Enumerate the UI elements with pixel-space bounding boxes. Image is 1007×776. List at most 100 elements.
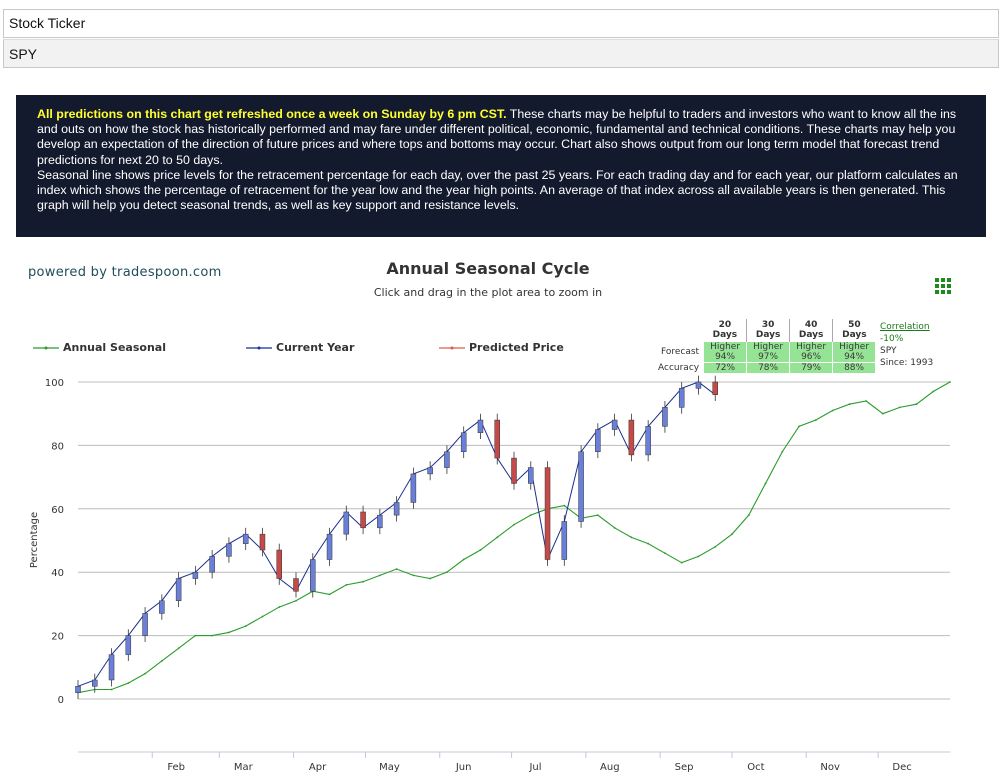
seasonal-point: [412, 574, 415, 577]
seasonal-point: [647, 542, 650, 545]
fc-accuracy-label: Accuracy: [658, 363, 700, 373]
seasonal-point: [395, 568, 398, 570]
seasonal-point: [194, 634, 197, 637]
banner-text-1: These charts may be helpful to traders a…: [37, 107, 957, 167]
candle-body: [477, 419, 484, 433]
seasonal-point: [596, 514, 599, 517]
seasonal-point: [764, 482, 767, 485]
seasonal-point: [664, 552, 666, 555]
fc-header-40: 40 Days: [789, 319, 834, 342]
seasonal-series: [77, 381, 951, 694]
x-tick-label: Oct: [747, 762, 764, 773]
candle-body: [511, 457, 517, 484]
seasonal-point: [211, 634, 214, 637]
x-tick-label: Nov: [820, 762, 840, 773]
fc-accuracy-20: 72%: [703, 362, 748, 374]
seasonal-point: [244, 625, 247, 627]
x-tick-label: Feb: [167, 762, 185, 773]
candle-body: [712, 381, 718, 395]
seasonal-point: [697, 555, 700, 558]
fc-accuracy-30: 78%: [746, 362, 791, 374]
candle-body: [175, 578, 182, 601]
candle-body: [310, 559, 316, 592]
seasonal-point: [295, 599, 297, 602]
candle-body: [544, 467, 551, 560]
seasonal-point: [228, 631, 230, 634]
ticker-input[interactable]: [3, 39, 999, 68]
candle-body: [159, 600, 165, 614]
banner-text-2: Seasonal line shows price levels for the…: [37, 167, 958, 213]
seasonal-point: [798, 425, 800, 428]
y-tick-label: 60: [51, 505, 64, 516]
x-tick-label: Jun: [455, 762, 472, 773]
seasonal-point: [529, 514, 532, 517]
candle-body: [628, 419, 635, 456]
correlation-value: -10%: [880, 334, 904, 344]
candle-body: [125, 635, 132, 655]
powered-by-link[interactable]: powered by tradespoon.com: [28, 265, 222, 280]
x-tick-label: Dec: [892, 762, 911, 773]
info-banner: All predictions on this chart get refres…: [16, 95, 986, 237]
seasonal-point: [496, 536, 499, 539]
fc-forecast-30: Higher 97%: [746, 341, 791, 363]
legend-predicted-label: Predicted Price: [469, 341, 564, 354]
candle-body: [578, 451, 584, 522]
seasonal-point: [278, 606, 281, 608]
candle-body: [209, 556, 215, 573]
candle-body: [108, 654, 115, 681]
chart-menu-grid-icon[interactable]: [935, 278, 951, 294]
legend-current-label: Current Year: [276, 341, 355, 354]
chart-subtitle: Click and drag in the plot area to zoom …: [373, 286, 603, 299]
seasonal-point: [362, 580, 364, 583]
candle-body: [360, 511, 366, 529]
candle-body: [259, 533, 266, 551]
seasonal-point: [378, 574, 381, 577]
current-year-series: [75, 375, 718, 699]
banner-highlight: All predictions on this chart get refres…: [37, 107, 507, 121]
correlation-link[interactable]: Correlation: [880, 322, 930, 332]
legend-current-year[interactable]: Current Year: [246, 341, 354, 354]
seasonal-point: [462, 558, 465, 561]
candle-body: [494, 419, 500, 459]
y-tick-label: 0: [58, 695, 64, 706]
fc-forecast-label: Forecast: [661, 347, 700, 357]
seasonal-point: [848, 403, 851, 406]
forecast-table: 20 Days 30 Days 40 Days 50 Days Forecast…: [656, 319, 877, 374]
candle-body: [678, 388, 685, 408]
seasonal-point: [731, 533, 733, 536]
candle-body: [595, 429, 601, 452]
candle-body: [242, 533, 249, 544]
candle-body: [611, 419, 618, 430]
legend-seasonal-line-icon: [33, 346, 59, 350]
fc-forecast-20: Higher 94%: [703, 341, 748, 363]
candle-body: [75, 686, 81, 693]
x-tick-label: May: [379, 762, 400, 773]
correlation-since: Since: 1993: [880, 358, 934, 368]
seasonal-point: [429, 577, 432, 580]
x-tick-label: Sep: [675, 762, 694, 773]
seasonal-point: [345, 583, 348, 586]
correlation-box: Correlation -10% SPY Since: 1993: [880, 321, 933, 369]
legend-predicted-price[interactable]: Predicted Price: [439, 341, 564, 354]
y-axis-label: Percentage: [29, 512, 40, 568]
y-tick-label: 20: [51, 632, 64, 643]
seasonal-point: [110, 688, 113, 691]
candle-body: [695, 381, 702, 389]
legend-seasonal-label: Annual Seasonal: [63, 341, 166, 354]
seasonal-point: [328, 593, 331, 596]
y-tick-label: 100: [45, 378, 64, 389]
seasonal-point: [781, 450, 784, 453]
candle-body: [326, 533, 333, 560]
legend-predicted-line-icon: [439, 346, 465, 350]
candle-body: [393, 502, 400, 516]
candle-body: [192, 571, 199, 579]
seasonal-point: [882, 412, 884, 415]
x-tick-label: Mar: [234, 762, 254, 773]
legend-annual-seasonal[interactable]: Annual Seasonal: [33, 341, 166, 354]
candle-body: [92, 679, 98, 687]
seasonal-point: [613, 526, 616, 529]
seasonal-point: [814, 419, 817, 421]
fc-header-50: 50 Days: [842, 320, 867, 340]
fc-accuracy-40: 79%: [789, 362, 834, 374]
